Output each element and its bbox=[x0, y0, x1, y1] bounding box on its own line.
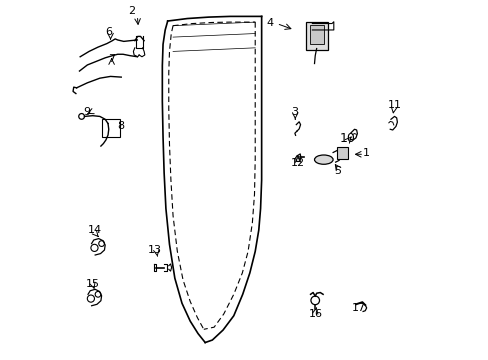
Text: 7: 7 bbox=[108, 54, 115, 64]
Text: 16: 16 bbox=[308, 309, 322, 319]
Text: 4: 4 bbox=[265, 18, 272, 28]
Text: 3: 3 bbox=[290, 107, 297, 117]
Text: 9: 9 bbox=[83, 107, 90, 117]
Text: 13: 13 bbox=[148, 245, 162, 255]
FancyBboxPatch shape bbox=[102, 118, 120, 137]
Text: 5: 5 bbox=[334, 166, 341, 176]
FancyBboxPatch shape bbox=[305, 22, 327, 50]
Ellipse shape bbox=[314, 155, 332, 164]
Text: 1: 1 bbox=[362, 148, 369, 158]
Text: 2: 2 bbox=[128, 6, 135, 17]
Text: 14: 14 bbox=[88, 225, 102, 235]
Text: 12: 12 bbox=[290, 158, 305, 168]
Text: 17: 17 bbox=[351, 303, 365, 313]
FancyBboxPatch shape bbox=[336, 147, 347, 158]
Text: 15: 15 bbox=[85, 279, 100, 289]
Text: 11: 11 bbox=[387, 100, 401, 110]
FancyBboxPatch shape bbox=[309, 24, 323, 44]
Text: 8: 8 bbox=[118, 121, 124, 131]
Text: 6: 6 bbox=[105, 27, 112, 37]
Text: 10: 10 bbox=[340, 132, 355, 145]
